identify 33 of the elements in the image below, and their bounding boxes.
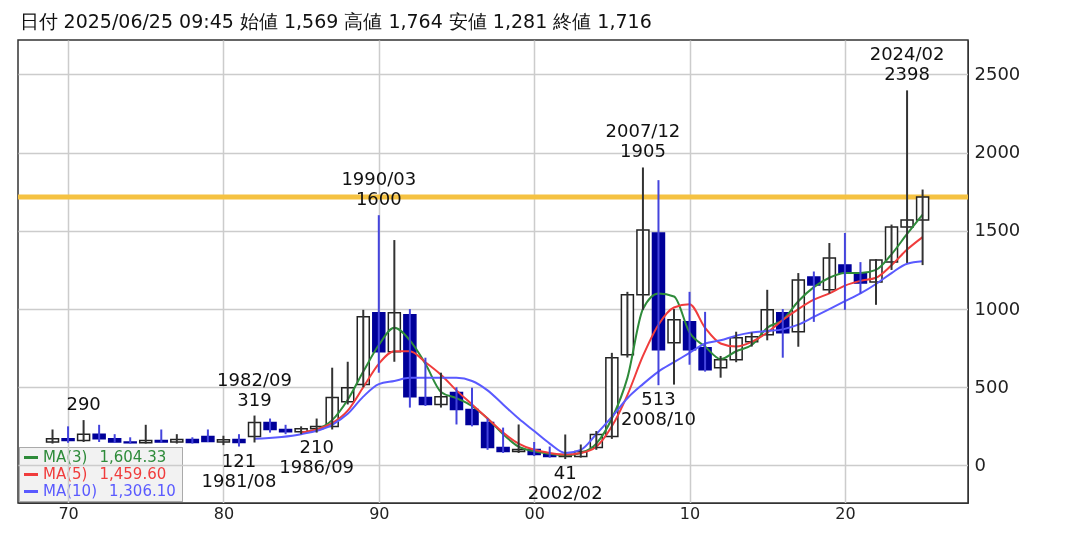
legend-label: MA(10) <box>43 482 97 500</box>
y-tick-label: 1000 <box>974 297 1021 319</box>
annotation: 121 1981/08 <box>201 449 277 491</box>
annotation: 1982/09 319 <box>217 368 292 410</box>
y-tick-label: 2000 <box>974 141 1021 163</box>
chart-title: 日付 2025/06/25 09:45 始値 1,569 高値 1,764 安値 1,281 終値 1,716 <box>19 10 652 32</box>
annotation: 2024/02 2398 <box>869 43 945 85</box>
annotation: 1,459.60 <box>99 465 167 483</box>
annotation: 1,306.10 <box>109 482 176 500</box>
candlestick <box>636 166 650 311</box>
annotation: 1990/03 1600 <box>341 168 417 210</box>
annotation: 41 2002/02 <box>527 462 603 504</box>
annotation: 2007/12 1905 <box>605 120 681 162</box>
annotation: 290 <box>66 393 101 415</box>
x-tick-label: 20 <box>835 503 856 523</box>
annotation: 210 1986/09 <box>279 435 355 477</box>
y-tick-label: 500 <box>974 375 1009 397</box>
x-tick-label: 90 <box>369 503 390 523</box>
y-tick-label: 2500 <box>974 62 1021 84</box>
candlestick <box>123 436 137 445</box>
candlestick <box>61 425 75 444</box>
x-tick-label: 00 <box>524 503 545 523</box>
y-tick-label: 1500 <box>974 219 1021 241</box>
x-tick-label: 80 <box>213 503 235 523</box>
x-tick-label: 10 <box>679 503 701 523</box>
annotation: 513 2008/10 <box>621 388 696 430</box>
x-tick-label: 70 <box>58 503 79 523</box>
candlestick <box>45 428 60 445</box>
candlestick <box>92 423 106 443</box>
candlestick <box>170 433 184 445</box>
annotation: 1,604.33 <box>99 448 167 466</box>
candlestick <box>107 433 122 444</box>
y-tick-label: 0 <box>974 453 986 475</box>
